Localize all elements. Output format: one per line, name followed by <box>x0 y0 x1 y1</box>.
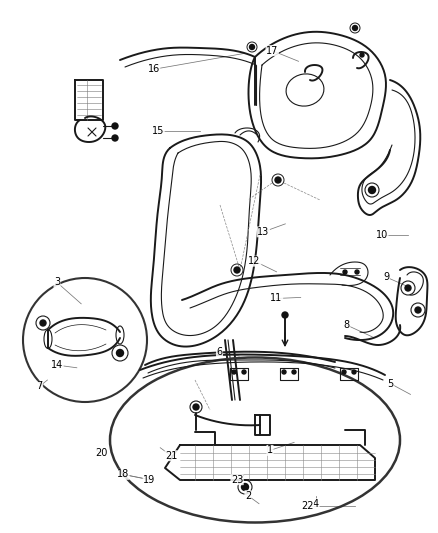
Text: 9: 9 <box>382 272 389 282</box>
Text: 12: 12 <box>248 256 260 266</box>
Circle shape <box>342 270 346 274</box>
Circle shape <box>112 123 118 129</box>
Circle shape <box>351 370 355 374</box>
Text: 6: 6 <box>216 347 222 357</box>
Text: 3: 3 <box>54 278 60 287</box>
Text: 16: 16 <box>147 64 159 74</box>
Text: 20: 20 <box>95 448 107 458</box>
Circle shape <box>233 267 240 273</box>
Circle shape <box>404 285 410 291</box>
Text: 2: 2 <box>244 491 251 500</box>
Text: 18: 18 <box>117 470 129 479</box>
Text: 21: 21 <box>165 451 177 461</box>
Text: 13: 13 <box>257 227 269 237</box>
Text: 22: 22 <box>300 502 313 511</box>
Text: 23: 23 <box>230 475 243 484</box>
Text: 10: 10 <box>375 230 387 239</box>
Text: 11: 11 <box>270 294 282 303</box>
Circle shape <box>193 404 198 410</box>
Circle shape <box>112 135 118 141</box>
Text: 17: 17 <box>265 46 278 55</box>
Circle shape <box>249 44 254 50</box>
Circle shape <box>367 187 374 193</box>
Circle shape <box>241 370 245 374</box>
Circle shape <box>116 350 123 357</box>
Text: 14: 14 <box>51 360 63 370</box>
Circle shape <box>341 370 345 374</box>
Text: 15: 15 <box>152 126 164 135</box>
Circle shape <box>281 312 287 318</box>
Text: 5: 5 <box>387 379 393 389</box>
Circle shape <box>231 370 236 374</box>
Circle shape <box>414 307 420 313</box>
Circle shape <box>352 26 357 30</box>
Circle shape <box>281 370 285 374</box>
Circle shape <box>354 270 358 274</box>
Text: 4: 4 <box>312 499 318 508</box>
Circle shape <box>274 177 280 183</box>
Text: 1: 1 <box>266 446 272 455</box>
Circle shape <box>40 320 46 326</box>
Circle shape <box>291 370 295 374</box>
Text: 19: 19 <box>143 475 155 484</box>
Circle shape <box>359 53 363 57</box>
Text: 8: 8 <box>343 320 349 330</box>
Circle shape <box>241 483 248 490</box>
Text: 7: 7 <box>36 382 42 391</box>
